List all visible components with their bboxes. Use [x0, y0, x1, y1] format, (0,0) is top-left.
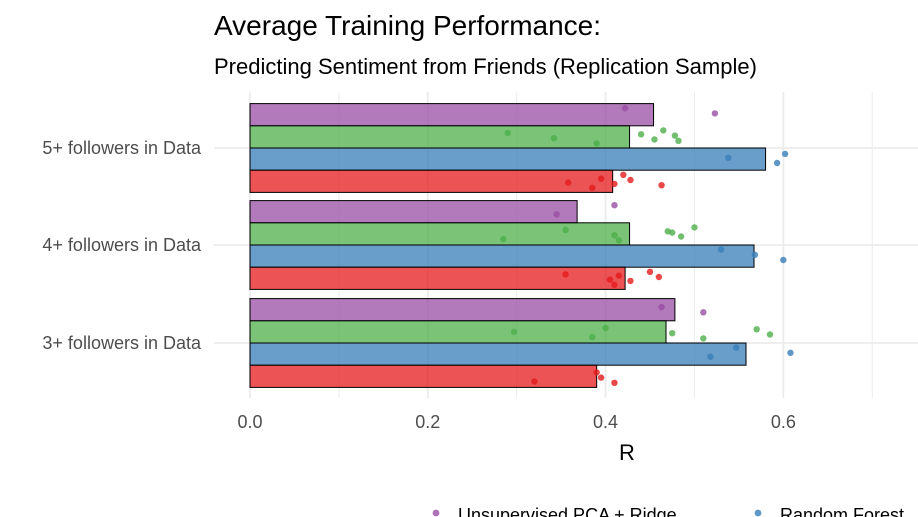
- data-point: [500, 235, 507, 243]
- data-point: [589, 184, 596, 191]
- bar: [249, 103, 655, 127]
- data-point: [707, 353, 714, 360]
- data-point: [589, 333, 596, 341]
- data-point: [531, 378, 538, 385]
- x-tick-label: 0.6: [771, 412, 796, 432]
- data-point: [780, 256, 787, 264]
- data-point: [637, 131, 645, 138]
- bar: [249, 244, 755, 268]
- data-point: [606, 276, 614, 283]
- data-point: [627, 176, 634, 184]
- chart-subtitle: Predicting Sentiment from Friends (Repli…: [214, 54, 757, 79]
- data-point: [611, 232, 618, 239]
- data-point: [611, 202, 618, 209]
- bar: [249, 125, 631, 149]
- data-point: [655, 273, 663, 281]
- data-point: [691, 224, 698, 231]
- data-point: [550, 135, 558, 142]
- data-point: [733, 344, 740, 351]
- x-tick-label: 0.4: [593, 412, 618, 432]
- data-point: [602, 324, 609, 332]
- data-point: [651, 136, 658, 143]
- bars-layer: [249, 103, 767, 388]
- data-point: [593, 369, 600, 376]
- data-point: [615, 237, 623, 244]
- data-point: [611, 281, 618, 288]
- data-point: [593, 140, 600, 147]
- data-point: [620, 171, 627, 178]
- bar: [249, 298, 676, 322]
- bar: [249, 169, 614, 193]
- bar: [249, 364, 598, 388]
- data-point: [677, 233, 685, 240]
- legend-key: [432, 509, 440, 517]
- data-point: [658, 303, 665, 311]
- data-point: [611, 180, 618, 188]
- x-axis-label: R: [619, 440, 635, 465]
- bar: [249, 266, 626, 290]
- data-point: [553, 211, 560, 218]
- data-point: [565, 179, 572, 186]
- bar: [249, 320, 667, 344]
- x-tick-label: 0.0: [237, 412, 262, 432]
- legend-label: Unsupervised PCA + Ridge: [458, 505, 677, 517]
- data-point: [766, 331, 774, 338]
- data-point: [669, 330, 676, 337]
- data-point: [700, 309, 707, 316]
- legend-label: Random Forest: [780, 505, 904, 517]
- legend-key: [754, 509, 762, 517]
- y-tick-label: 5+ followers in Data: [42, 138, 202, 158]
- data-point: [615, 272, 623, 279]
- data-point: [725, 154, 732, 161]
- data-point: [660, 127, 667, 134]
- data-point: [753, 326, 760, 333]
- data-point: [504, 129, 511, 137]
- data-point: [700, 335, 707, 342]
- axis-layer: 5+ followers in Data 4+ followers in Data…: [42, 138, 795, 432]
- chart-title: Average Training Performance:: [214, 10, 601, 41]
- data-point: [627, 277, 634, 285]
- data-point: [621, 105, 629, 112]
- data-point: [717, 246, 725, 253]
- data-point: [611, 379, 618, 386]
- x-tick-label: 0.2: [415, 412, 440, 432]
- data-point: [658, 182, 665, 189]
- data-point: [510, 328, 518, 336]
- data-point: [711, 110, 719, 117]
- data-point: [562, 226, 569, 234]
- data-point: [671, 132, 679, 139]
- data-point: [597, 175, 605, 182]
- y-tick-label: 3+ followers in Data: [42, 333, 202, 353]
- data-point: [751, 251, 759, 258]
- y-tick-label: 4+ followers in Data: [42, 235, 202, 255]
- data-point: [669, 229, 676, 236]
- data-point: [787, 349, 794, 356]
- points-layer: [500, 105, 794, 386]
- data-point: [597, 374, 605, 381]
- data-point: [646, 268, 654, 275]
- data-point: [773, 159, 781, 167]
- bar: [249, 147, 767, 171]
- bar: [249, 222, 631, 246]
- bar: [249, 342, 747, 366]
- data-point: [562, 271, 569, 278]
- bar: [249, 200, 578, 224]
- data-point: [675, 137, 682, 144]
- data-point: [781, 150, 789, 158]
- legend: Unsupervised PCA + Ridge Random Forest: [432, 505, 904, 517]
